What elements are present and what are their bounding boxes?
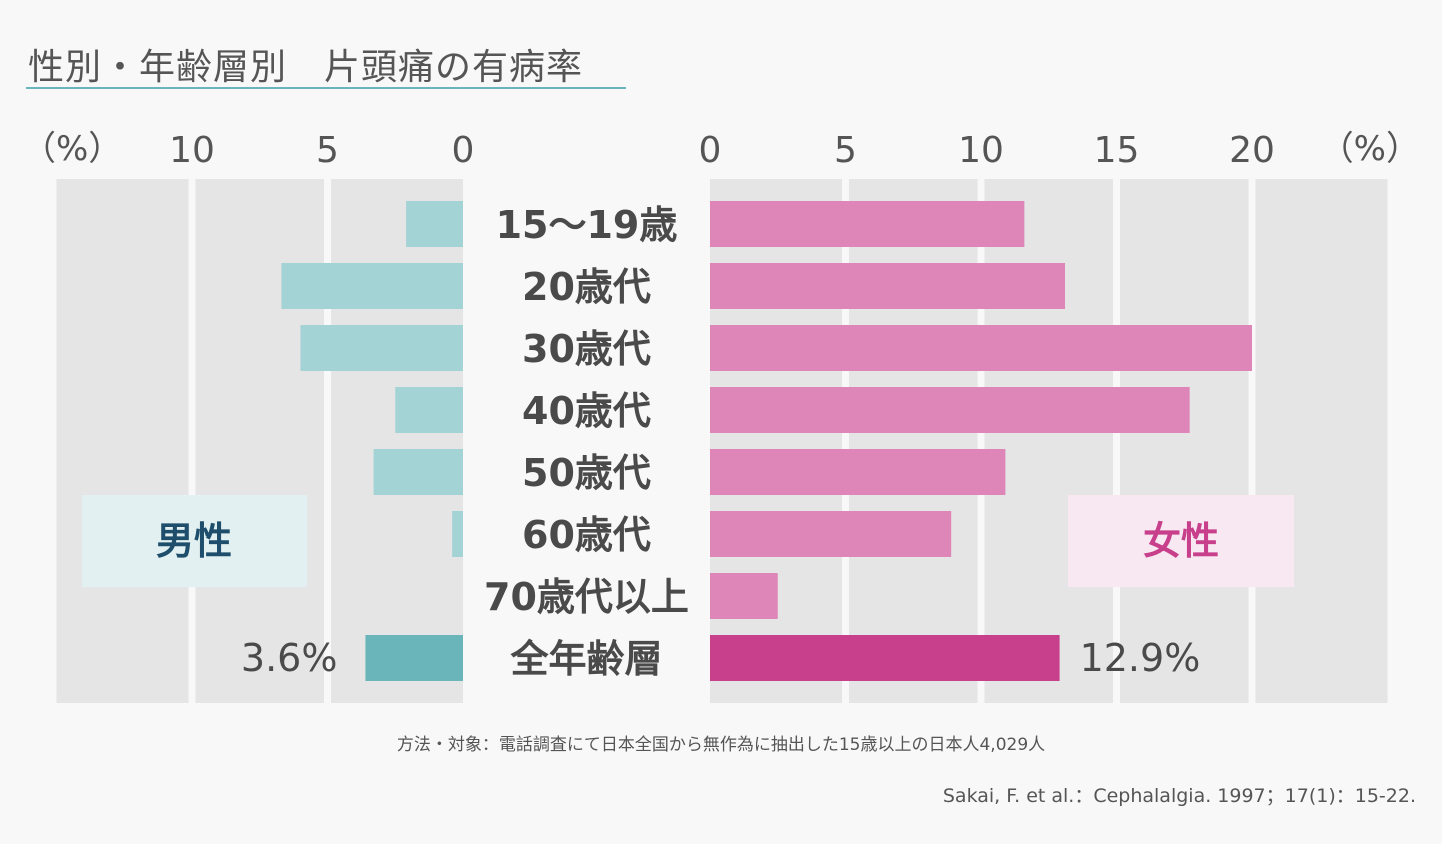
male-bar [365, 635, 463, 681]
right-axis-unit: （%） [1320, 129, 1420, 169]
female-bar [710, 635, 1060, 681]
left-tick-label: 10 [169, 130, 215, 171]
female-bar [710, 573, 778, 619]
right-tick-label: 0 [699, 130, 722, 171]
category-label: 60歳代 [522, 513, 651, 557]
category-label: 40歳代 [522, 389, 651, 433]
title-underline [26, 87, 626, 89]
plot-background [56, 179, 1388, 703]
right-plot-area [710, 179, 1388, 703]
legend-box-female [1068, 495, 1294, 587]
female-bar [710, 449, 1006, 495]
right-tick-label: 5 [834, 130, 857, 171]
category-label: 全年齢層 [509, 637, 662, 681]
category-label: 20歳代 [522, 265, 651, 309]
category-label: 15〜19歳 [496, 203, 678, 247]
right-tick-label: 10 [958, 130, 1004, 171]
female-bar [710, 201, 1025, 247]
labels: 10 5 0 0 5 10 15 20 （%） （%） 15〜19歳 20歳代 30歳代 40歳代 50歳代… [22, 129, 1420, 681]
male-bar [395, 387, 463, 433]
female-bar [710, 387, 1190, 433]
right-tick-label: 15 [1094, 130, 1140, 171]
right-tick-label: 20 [1229, 130, 1275, 171]
legend: 男性 女性 [82, 495, 1294, 587]
legend-label-male: 男性 [156, 519, 232, 563]
left-tick-label: 5 [316, 130, 339, 171]
legend-box-male [82, 495, 307, 587]
category-label: 50歳代 [522, 451, 651, 495]
female-bar [710, 263, 1066, 309]
male-bar [281, 263, 463, 309]
citation: Sakai, F. et al.：Cephalalgia. 1997；17(1)… [942, 785, 1416, 807]
female-bar [710, 511, 952, 557]
male-bar [373, 449, 463, 495]
left-tick-label: 0 [452, 130, 475, 171]
male-total-label: 3.6% [241, 636, 338, 680]
female-total-label: 12.9% [1080, 636, 1201, 680]
left-axis-unit: （%） [22, 129, 122, 169]
bars [281, 201, 1252, 681]
female-bar [710, 325, 1252, 371]
chart-title: 性別・年齢層別 片頭痛の有病率 [28, 47, 584, 88]
category-label: 30歳代 [522, 327, 651, 371]
male-bar [406, 201, 463, 247]
legend-label-female: 女性 [1143, 519, 1219, 563]
footnote: 方法・対象：電話調査にて日本全国から無作為に抽出した15歳以上の日本人4,029… [396, 735, 1046, 755]
male-bar [300, 325, 463, 371]
male-bar [452, 511, 463, 557]
left-plot-area [56, 179, 463, 703]
category-label: 70歳代以上 [484, 575, 689, 619]
